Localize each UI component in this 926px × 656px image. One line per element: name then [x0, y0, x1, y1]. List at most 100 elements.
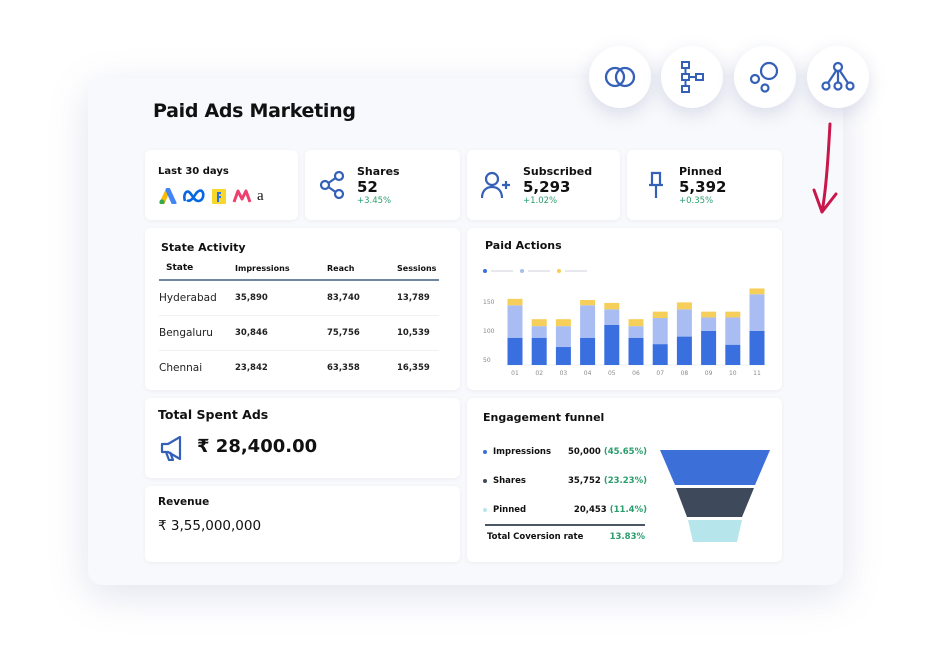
engagement-funnel-card: Engagement funnel Impressions 50,000 (45.6… — [467, 398, 782, 562]
column-header: Impressions — [235, 257, 327, 281]
bar-segment — [676, 336, 692, 365]
flowchart-icon — [681, 61, 704, 93]
funnel-segment-impressions — [660, 450, 770, 485]
state-activity-card: State Activity State Impressions Reach S… — [145, 228, 460, 390]
stat-value: 5,293 — [523, 177, 571, 196]
paid-actions-card: Paid Actions 150 100 50 01 02 03 04 05 06 07 08 09 1… — [467, 228, 782, 390]
bubbles-icon — [749, 61, 779, 93]
cell: 23,842 — [235, 350, 327, 385]
subscribed-card: Subscribed 5,293 +1.02% — [467, 150, 620, 220]
revenue-title: Revenue — [158, 496, 210, 508]
bar-segment — [507, 298, 523, 306]
flipkart-logo — [212, 189, 226, 204]
bar-segment — [604, 324, 620, 365]
page-title: Paid Ads Marketing — [153, 100, 356, 122]
y-tick-label: 50 — [483, 357, 491, 364]
funnel-pct: (11.4%) — [609, 505, 647, 515]
cell: 16,359 — [397, 350, 439, 385]
bar-segment — [725, 311, 741, 318]
x-tick-label: 07 — [656, 370, 664, 377]
bar-segment — [531, 337, 547, 365]
legend-dot — [520, 269, 524, 273]
bar-segment — [701, 311, 717, 318]
stat-label: Shares — [357, 164, 400, 178]
bar-segment — [531, 326, 547, 338]
bar-segment — [749, 330, 765, 365]
bar-segment — [507, 337, 523, 365]
funnel-label: Shares — [493, 476, 526, 486]
stat-value: 5,392 — [679, 177, 727, 196]
table-row: Hyderabad 35,890 83,740 13,789 — [159, 279, 439, 316]
intersect-view-button[interactable] — [589, 46, 651, 108]
legend-dot — [483, 508, 487, 512]
bar-segment — [580, 300, 596, 306]
stat-change: +1.02% — [523, 195, 558, 206]
bar-segment — [555, 347, 571, 365]
legend-label — [528, 270, 550, 272]
funnel-segment-pinned — [688, 520, 742, 542]
period-card: Last 30 days a — [145, 150, 298, 220]
cell: Hyderabad — [159, 279, 235, 316]
intersect-circles-icon — [604, 66, 636, 88]
divider — [485, 524, 645, 526]
bubbles-view-button[interactable] — [734, 46, 796, 108]
total-spent-card: Total Spent Ads ₹ 28,400.00 — [145, 398, 460, 478]
funnel-label: Impressions — [493, 447, 552, 457]
bar-segment — [628, 319, 644, 327]
bar-segment — [676, 309, 692, 337]
funnel-value: 35,752 — [568, 476, 601, 486]
bar-segment — [604, 302, 620, 310]
cell: 10,539 — [397, 315, 439, 351]
share-icon — [319, 171, 345, 199]
add-user-icon — [481, 171, 510, 199]
amazon-logo: a — [257, 187, 264, 204]
funnel-item-impressions: Impressions 50,000 (45.65%) — [483, 447, 647, 457]
funnel-label: Pinned — [493, 505, 527, 515]
pin-icon — [649, 171, 663, 198]
legend-dot — [483, 479, 487, 483]
stat-change: +3.45% — [357, 195, 392, 206]
cell: Chennai — [159, 350, 235, 385]
myntra-logo — [232, 189, 252, 203]
revenue-card: Revenue ₹ 3,55,000,000 — [145, 486, 460, 562]
table-header: State Impressions Reach Sessions — [159, 257, 439, 281]
pinned-card: Pinned 5,392 +0.35% — [627, 150, 782, 220]
meta-logo — [183, 189, 205, 203]
legend-dot — [483, 269, 487, 273]
y-tick-label: 150 — [483, 299, 495, 306]
x-tick-label: 08 — [681, 370, 689, 377]
google-ads-logo — [159, 188, 177, 204]
bar-segment — [676, 302, 692, 310]
bar-segment — [652, 311, 668, 319]
funnel-pct: (45.65%) — [603, 447, 647, 457]
funnel-item-pinned: Pinned 20,453 (11.4%) — [483, 505, 647, 515]
bar-segment — [749, 294, 765, 331]
y-tick-label: 100 — [483, 328, 495, 335]
x-tick-label: 03 — [560, 370, 568, 377]
funnel-graphic — [660, 450, 770, 542]
bar-segment — [725, 344, 741, 365]
cell: 83,740 — [327, 279, 397, 316]
hierarchy-view-button[interactable] — [807, 46, 869, 108]
x-tick-label: 06 — [632, 370, 640, 377]
flowchart-view-button[interactable] — [661, 46, 723, 108]
period-label: Last 30 days — [158, 166, 229, 177]
table-row: Bengaluru 30,846 75,756 10,539 — [159, 315, 439, 351]
x-tick-label: 10 — [729, 370, 737, 377]
funnel-title: Engagement funnel — [483, 411, 605, 424]
bar-segment — [749, 288, 765, 295]
funnel-total: Total Coversion rate 13.83% — [487, 532, 645, 542]
state-activity-table: State Impressions Reach Sessions Hyderab… — [159, 257, 439, 385]
state-activity-title: State Activity — [161, 241, 246, 254]
funnel-value: 50,000 — [568, 447, 601, 457]
cell: 75,756 — [327, 315, 397, 351]
table-row: Chennai 23,842 63,358 16,359 — [159, 350, 439, 385]
bar-segment — [652, 344, 668, 365]
bar-segment — [580, 305, 596, 338]
funnel-pct: (23.23%) — [603, 476, 647, 486]
legend-dot — [483, 450, 487, 454]
legend-dot — [557, 269, 561, 273]
stat-value: 52 — [357, 177, 378, 196]
cell: 63,358 — [327, 350, 397, 385]
x-tick-label: 04 — [584, 370, 592, 377]
